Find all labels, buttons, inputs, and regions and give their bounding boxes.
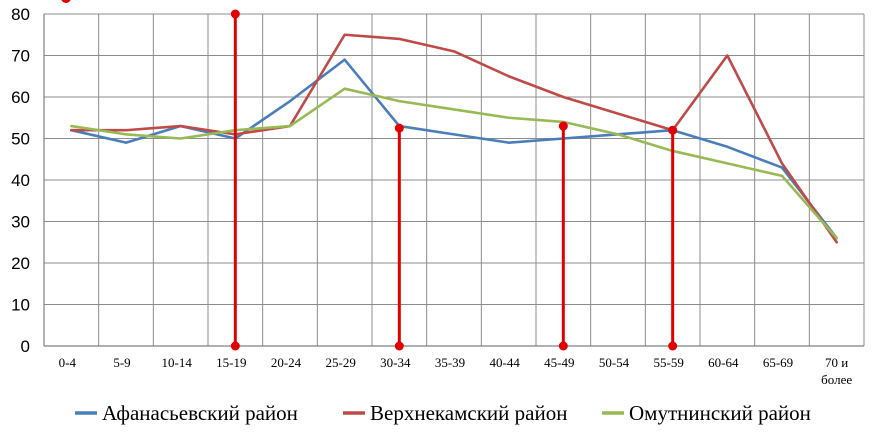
marker-top-dot [668, 125, 678, 135]
series-line-1 [70, 58, 838, 240]
y-tick-label: 10 [11, 296, 30, 315]
marker-bottom-dot [668, 341, 678, 351]
x-tick-label: 30-34 [380, 355, 411, 370]
axis-layer: 0 10 20 30 40 50 60 70 80 0-4 5-9 10-14 15-19 20-24 25… [11, 5, 864, 387]
x-tick-label: 65-69 [763, 355, 793, 370]
x-tick-label: 50-54 [599, 355, 630, 370]
annotation-layer [61, 0, 678, 351]
y-tick-label: 0 [21, 337, 30, 356]
marker-edge-dot [61, 0, 71, 3]
x-tick-label: 20-24 [271, 355, 302, 370]
marker-bottom-dot [230, 341, 240, 351]
x-tick-label-line2: более [821, 372, 852, 387]
legend: Афанасьевский район Верхнекамский район Ом… [75, 401, 811, 425]
x-tick-label: 45-49 [544, 355, 574, 370]
series-line-3 [70, 87, 838, 240]
legend-label-3: Омутнинский район [629, 401, 811, 425]
series-line-2 [70, 33, 838, 244]
x-tick-label: 10-14 [161, 355, 192, 370]
y-tick-label: 80 [11, 5, 30, 24]
x-tick-label: 5-9 [113, 355, 130, 370]
x-tick-label: 55-59 [653, 355, 683, 370]
x-tick-label: 25-29 [325, 355, 355, 370]
grid-layer [43, 13, 865, 347]
marker-top-dot [394, 123, 404, 133]
legend-label-2: Верхнекамский район [370, 401, 567, 425]
y-tick-label: 20 [11, 254, 30, 273]
marker-top-dot [230, 9, 240, 19]
x-tick-label: 70 и [825, 355, 848, 370]
y-tick-label: 50 [11, 130, 30, 149]
y-tick-label: 40 [11, 171, 30, 190]
y-tick-label: 30 [11, 213, 30, 232]
x-tick-label: 0-4 [59, 355, 77, 370]
marker-bottom-dot [558, 341, 568, 351]
y-tick-label: 70 [11, 47, 30, 66]
x-tick-label: 15-19 [216, 355, 246, 370]
y-tick-label: 60 [11, 88, 30, 107]
series-layer [70, 33, 838, 244]
x-tick-label: 40-44 [489, 355, 520, 370]
marker-bottom-dot [394, 341, 404, 351]
x-tick-label: 60-64 [708, 355, 739, 370]
marker-top-dot [558, 121, 568, 131]
x-tick-label: 35-39 [435, 355, 465, 370]
legend-label-1: Афанасьевский район [102, 401, 298, 425]
